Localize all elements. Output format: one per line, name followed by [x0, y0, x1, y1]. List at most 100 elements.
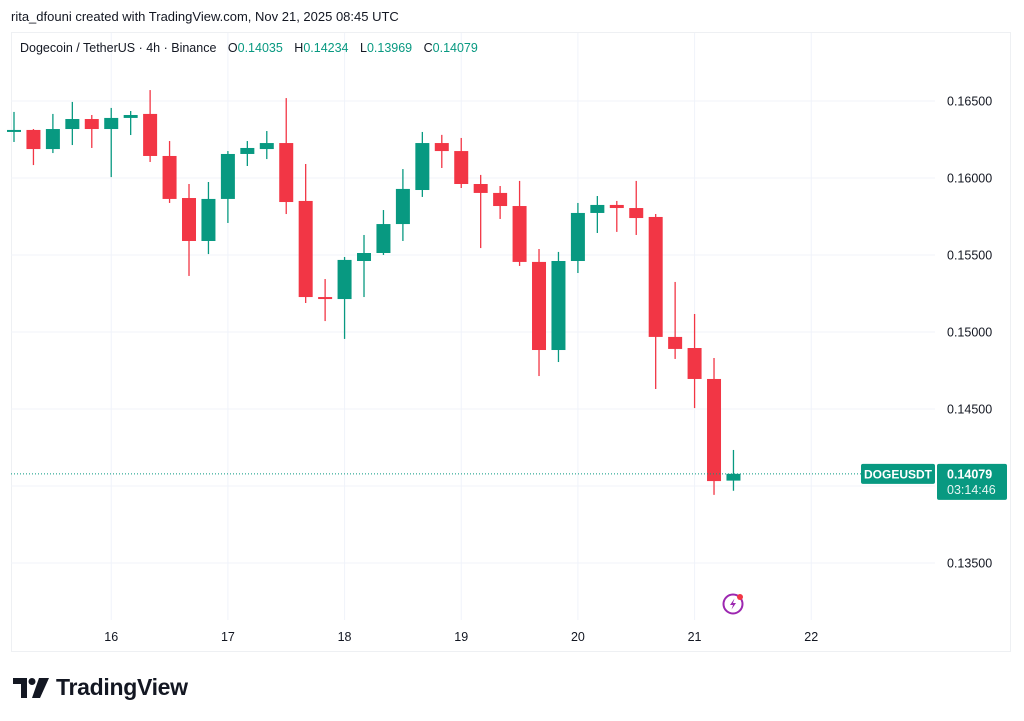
candle-body: [395, 188, 410, 225]
candle-body: [220, 153, 235, 199]
price-tick-label: 0.14500: [947, 403, 992, 417]
candle[interactable]: [7, 111, 21, 142]
candle-body: [376, 224, 391, 253]
candle-body: [493, 192, 508, 207]
low-value: 0.13969: [366, 41, 413, 55]
candle[interactable]: [104, 107, 119, 178]
tradingview-logo[interactable]: TradingView: [13, 674, 188, 701]
candle[interactable]: [493, 186, 508, 219]
open-value: 0.14035: [237, 41, 283, 55]
candle[interactable]: [162, 141, 177, 203]
candle-body: [512, 206, 527, 262]
candle[interactable]: [123, 111, 138, 136]
candle-body: [532, 261, 547, 351]
candle[interactable]: [454, 137, 469, 189]
candle[interactable]: [376, 210, 391, 255]
candle[interactable]: [473, 174, 488, 249]
candle-body: [473, 184, 488, 193]
candle[interactable]: [182, 184, 197, 276]
candle-body: [415, 143, 430, 191]
time-tick-label: 16: [104, 630, 118, 644]
ticker-label: DOGEUSDT: [864, 467, 933, 481]
candle[interactable]: [532, 248, 547, 377]
candle-body: [609, 204, 624, 209]
candle-body: [454, 151, 469, 185]
candle[interactable]: [609, 200, 624, 232]
price-tick-label: 0.15500: [947, 249, 992, 263]
high-label: H: [294, 41, 304, 55]
candle-body: [298, 200, 313, 298]
event-icon[interactable]: [722, 593, 744, 615]
candle-body: [279, 143, 294, 203]
candle-body: [707, 378, 722, 482]
candle[interactable]: [415, 131, 430, 197]
close-value: 0.14079: [432, 41, 478, 55]
candle-body: [7, 129, 21, 132]
candle[interactable]: [570, 202, 585, 274]
candle-body: [84, 119, 99, 130]
symbol-legend[interactable]: Dogecoin / TetherUS · 4h · Binance O0.14…: [20, 41, 478, 55]
candle-body: [65, 119, 80, 130]
candle[interactable]: [298, 163, 313, 304]
candle[interactable]: [201, 182, 216, 255]
candle[interactable]: [726, 449, 741, 491]
ticker-badge: [861, 463, 935, 484]
candle-body: [570, 212, 585, 262]
price-tick-label: 0.13500: [947, 557, 992, 571]
candle[interactable]: [707, 358, 722, 495]
bar-countdown-label: 03:14:46: [947, 483, 996, 497]
price-tick-label: 0.16500: [947, 95, 992, 109]
candle[interactable]: [279, 98, 294, 215]
candle[interactable]: [668, 281, 683, 359]
candle[interactable]: [220, 151, 235, 223]
candle-body: [104, 117, 119, 130]
candle[interactable]: [551, 251, 566, 363]
candle[interactable]: [512, 180, 527, 266]
time-tick-label: 19: [454, 630, 468, 644]
candle[interactable]: [395, 169, 410, 241]
time-tick-label: 17: [221, 630, 235, 644]
candle[interactable]: [240, 141, 255, 166]
candle-body: [123, 115, 138, 118]
time-tick-label: 21: [688, 630, 702, 644]
price-tick-label: 0.15000: [947, 326, 992, 340]
candle-body: [551, 261, 566, 351]
tradingview-logo-text: TradingView: [56, 674, 188, 700]
candle[interactable]: [357, 234, 372, 298]
candle-body: [629, 208, 644, 219]
candle[interactable]: [590, 196, 605, 233]
candle[interactable]: [65, 101, 80, 146]
time-tick-label: 20: [571, 630, 585, 644]
time-tick-label: 18: [338, 630, 352, 644]
candle-body: [259, 143, 274, 150]
candle-body: [45, 129, 60, 150]
candle-body: [143, 113, 158, 156]
candle[interactable]: [45, 113, 60, 154]
candles: [7, 90, 741, 495]
candle-body: [726, 473, 741, 481]
candle[interactable]: [337, 257, 352, 339]
price-tick-label: 0.16000: [947, 172, 992, 186]
candle[interactable]: [648, 214, 663, 389]
candle-body: [357, 252, 372, 262]
candle[interactable]: [318, 279, 333, 322]
candle[interactable]: [84, 115, 99, 148]
candle[interactable]: [629, 180, 644, 235]
last-price-tag[interactable]: DOGEUSDT 0.14079 03:14:46: [861, 463, 1007, 500]
price-axis: 0.16500 0.16000 0.15500 0.15000 0.14500 0.135…: [947, 95, 992, 571]
open-label: O: [227, 41, 238, 55]
candle-body: [668, 336, 683, 349]
candle-body: [648, 216, 663, 337]
candle[interactable]: [143, 90, 158, 162]
candle[interactable]: [434, 134, 449, 168]
candle-body: [434, 143, 449, 152]
candle[interactable]: [687, 313, 702, 409]
attribution-text: rita_dfouni created with TradingView.com…: [11, 9, 399, 24]
candle-body: [26, 129, 41, 150]
price-badge: [937, 463, 1007, 500]
candle[interactable]: [259, 131, 274, 160]
candle[interactable]: [26, 129, 41, 166]
candle-body: [162, 155, 177, 199]
high-value: 0.14234: [303, 41, 349, 55]
